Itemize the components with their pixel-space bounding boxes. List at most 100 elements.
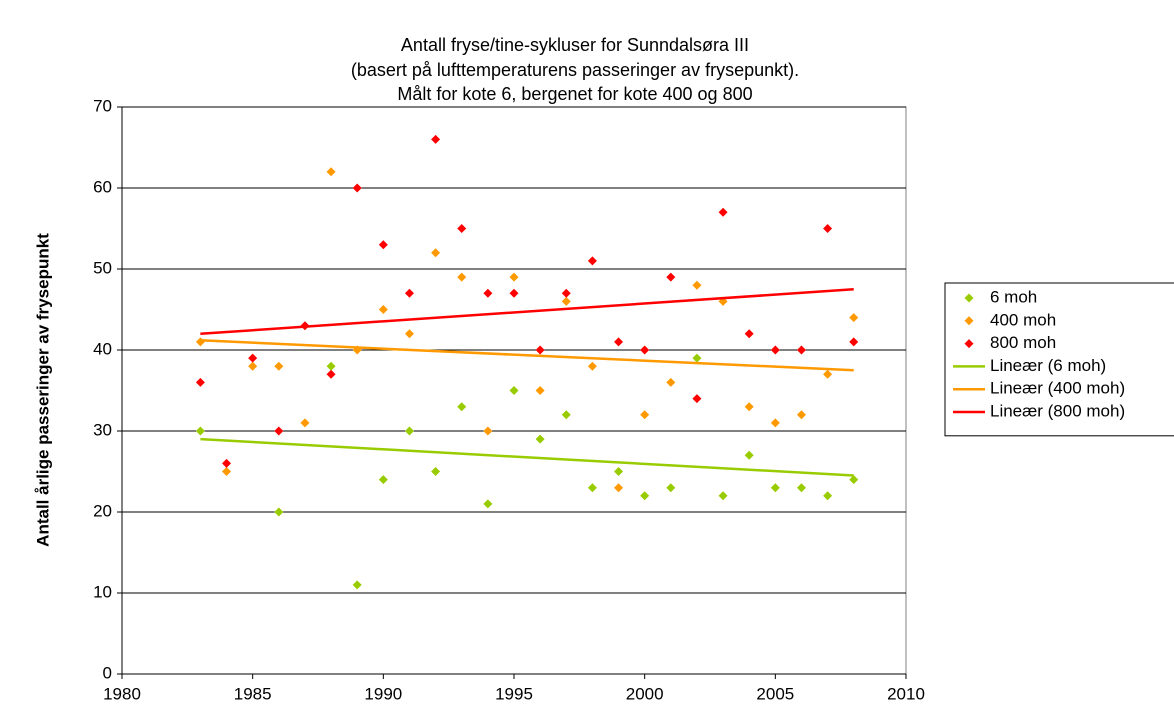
- point: [796, 483, 806, 493]
- point: [770, 418, 780, 428]
- point: [509, 288, 519, 298]
- point: [587, 483, 597, 493]
- point: [587, 361, 597, 371]
- legend-label: Lineær (6 moh): [990, 356, 1106, 375]
- point: [222, 458, 232, 468]
- point: [404, 426, 414, 436]
- point: [744, 329, 754, 339]
- legend-label: 6 moh: [990, 287, 1037, 306]
- legend-swatch: [964, 293, 974, 303]
- legend-swatch: [964, 316, 974, 326]
- point: [692, 353, 702, 363]
- y-tick-label: 0: [103, 663, 112, 682]
- point: [509, 272, 519, 282]
- y-axis-title: Antall årlige passeringer av frysepunkt: [33, 233, 52, 547]
- point: [195, 426, 205, 436]
- point: [640, 345, 650, 355]
- point: [509, 386, 519, 395]
- point: [718, 491, 728, 501]
- point: [535, 386, 545, 395]
- point: [849, 337, 859, 347]
- point: [744, 402, 754, 412]
- point: [823, 224, 833, 233]
- point: [352, 580, 362, 590]
- x-tick-label: 1985: [234, 684, 272, 703]
- point: [692, 394, 702, 404]
- point: [666, 272, 676, 282]
- point: [483, 288, 493, 298]
- point: [561, 296, 571, 306]
- point: [483, 499, 493, 509]
- point: [561, 288, 571, 298]
- legend-label: Lineær (400 moh): [990, 379, 1125, 398]
- point: [614, 483, 624, 493]
- point: [222, 467, 232, 476]
- point: [457, 224, 467, 233]
- point: [718, 207, 728, 217]
- point: [378, 475, 388, 485]
- x-tick-label: 2000: [626, 684, 664, 703]
- point: [770, 483, 780, 493]
- point: [614, 337, 624, 347]
- point: [457, 402, 467, 412]
- point: [535, 345, 545, 355]
- point: [431, 134, 441, 144]
- x-tick-label: 2010: [887, 684, 925, 703]
- point: [483, 426, 493, 436]
- point: [587, 256, 597, 266]
- point: [849, 475, 859, 485]
- legend-swatch: [964, 339, 974, 349]
- point: [770, 345, 780, 355]
- trend-line: [200, 288, 854, 336]
- legend-label: 400 moh: [990, 310, 1056, 329]
- point: [666, 377, 676, 387]
- point: [378, 240, 388, 250]
- point: [326, 361, 336, 371]
- trend-line: [200, 437, 854, 477]
- point: [326, 167, 336, 177]
- point: [823, 491, 833, 501]
- point: [404, 329, 414, 339]
- point: [352, 183, 362, 193]
- point: [274, 361, 284, 371]
- point: [614, 467, 624, 476]
- point: [248, 361, 258, 371]
- chart-title: (basert på lufttemperaturens passeringer…: [351, 60, 799, 80]
- point: [535, 434, 545, 444]
- point: [300, 418, 310, 428]
- chart-title: Målt for kote 6, bergenet for kote 400 o…: [397, 84, 752, 104]
- point: [744, 450, 754, 460]
- point: [796, 410, 806, 420]
- y-tick-label: 40: [93, 339, 112, 358]
- y-tick-label: 20: [93, 501, 112, 520]
- y-tick-label: 70: [93, 96, 112, 115]
- y-tick-label: 10: [93, 582, 112, 601]
- point: [431, 467, 441, 476]
- point: [666, 483, 676, 493]
- point: [692, 280, 702, 290]
- trend-line: [200, 339, 854, 372]
- point: [378, 305, 388, 314]
- point: [823, 369, 833, 379]
- point: [796, 345, 806, 355]
- x-tick-label: 2005: [756, 684, 794, 703]
- point: [274, 426, 284, 436]
- legend-label: Lineær (800 moh): [990, 401, 1125, 420]
- point: [404, 288, 414, 298]
- y-tick-label: 60: [93, 177, 112, 196]
- x-tick-label: 1995: [495, 684, 533, 703]
- point: [640, 410, 650, 420]
- point: [431, 248, 441, 258]
- point: [457, 272, 467, 282]
- legend-label: 800 moh: [990, 333, 1056, 352]
- chart-title: Antall fryse/tine-sykluser for Sunndalsø…: [401, 35, 749, 55]
- point: [195, 377, 205, 387]
- legend-box: [944, 282, 1174, 437]
- y-tick-label: 50: [93, 258, 112, 277]
- point: [274, 507, 284, 517]
- point: [326, 369, 336, 379]
- x-tick-label: 1980: [103, 684, 141, 703]
- point: [640, 491, 650, 501]
- y-tick-label: 30: [93, 420, 112, 439]
